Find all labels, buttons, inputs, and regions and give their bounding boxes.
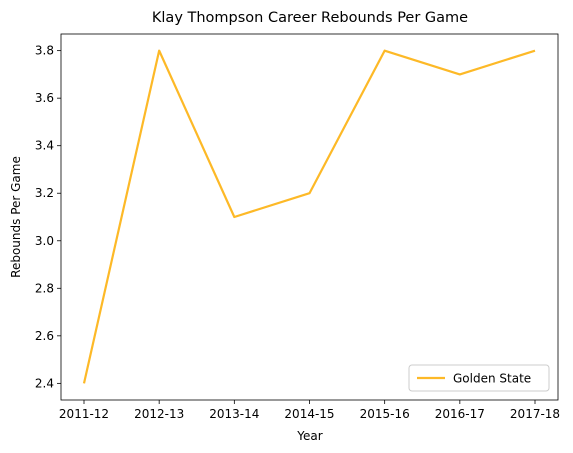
plot-area: 2011-12 2012-13 2013-14 2014-15 2015-16 2016-… bbox=[35, 33, 560, 421]
x-tick-label: 2014-15 bbox=[284, 407, 334, 421]
x-tick-label: 2011-12 bbox=[59, 407, 109, 421]
series-line bbox=[82, 49, 536, 384]
y-tick-label: 3.8 bbox=[35, 44, 54, 58]
y-tick-label: 2.6 bbox=[35, 329, 54, 343]
legend-box bbox=[408, 364, 550, 392]
x-tick-label: 2016-17 bbox=[435, 407, 485, 421]
x-tick-label: 2013-14 bbox=[209, 407, 259, 421]
axes-frame bbox=[60, 33, 559, 401]
y-tick-label: 2.8 bbox=[35, 281, 54, 295]
y-tick-label: 2.4 bbox=[35, 376, 54, 390]
y-tick-label: 3.0 bbox=[35, 234, 54, 248]
x-tick-label: 2012-13 bbox=[134, 407, 184, 421]
y-tick-label: 3.2 bbox=[35, 186, 54, 200]
y-axis-label: Rebounds Per Game bbox=[9, 156, 23, 278]
chart-title: Klay Thompson Career Rebounds Per Game bbox=[152, 10, 468, 26]
legend: Golden State bbox=[408, 364, 550, 392]
x-axis-label: Year bbox=[296, 429, 322, 443]
y-tick-label: 3.6 bbox=[35, 91, 54, 105]
legend-label: Golden State bbox=[453, 372, 531, 386]
x-tick-label: 2017-18 bbox=[510, 407, 560, 421]
x-tick-label: 2015-16 bbox=[360, 407, 410, 421]
y-tick-label: 3.4 bbox=[35, 139, 54, 153]
